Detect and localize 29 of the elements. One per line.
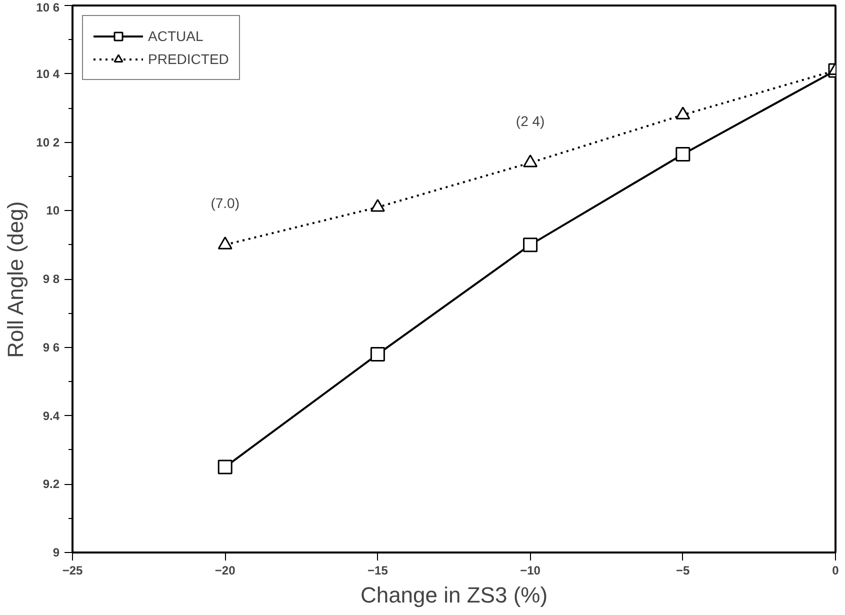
point xyxy=(523,238,538,252)
point xyxy=(523,154,538,168)
point xyxy=(370,346,385,362)
point xyxy=(218,236,232,250)
y-tick-label: 10 2 xyxy=(36,135,60,150)
y-axis-title: Roll Angle (deg) xyxy=(3,201,28,358)
x-tick-label: −15 xyxy=(368,564,388,578)
legend-label: ACTUAL xyxy=(148,28,204,44)
y-tick-label: 9 8 xyxy=(42,272,60,286)
x-tick-label: −25 xyxy=(62,564,84,578)
legend-label: PREDICTED xyxy=(148,51,229,67)
y-tick-label: 9.2 xyxy=(42,477,60,492)
point xyxy=(676,106,690,120)
y-tick-label: 9 xyxy=(52,546,60,560)
annotation: (2 4) xyxy=(516,112,545,129)
x-tick-label: −20 xyxy=(214,564,236,578)
y-tick-label: 9.4 xyxy=(42,408,60,423)
x-axis-title: Change in ZS3 (%) xyxy=(360,582,548,608)
annotation: (7.0) xyxy=(210,194,240,211)
point xyxy=(676,146,690,162)
y-tick-label: 10 4 xyxy=(36,66,60,81)
x-tick-label: −10 xyxy=(520,564,541,578)
x-tick-label: −5 xyxy=(676,564,690,578)
y-tick-label: 10 6 xyxy=(36,0,60,14)
y-tick-label: 10 xyxy=(46,204,60,218)
x-tick-label: 0 xyxy=(832,564,840,578)
point xyxy=(218,460,232,474)
point xyxy=(370,198,385,212)
y-tick-label: 9 6 xyxy=(42,340,60,354)
